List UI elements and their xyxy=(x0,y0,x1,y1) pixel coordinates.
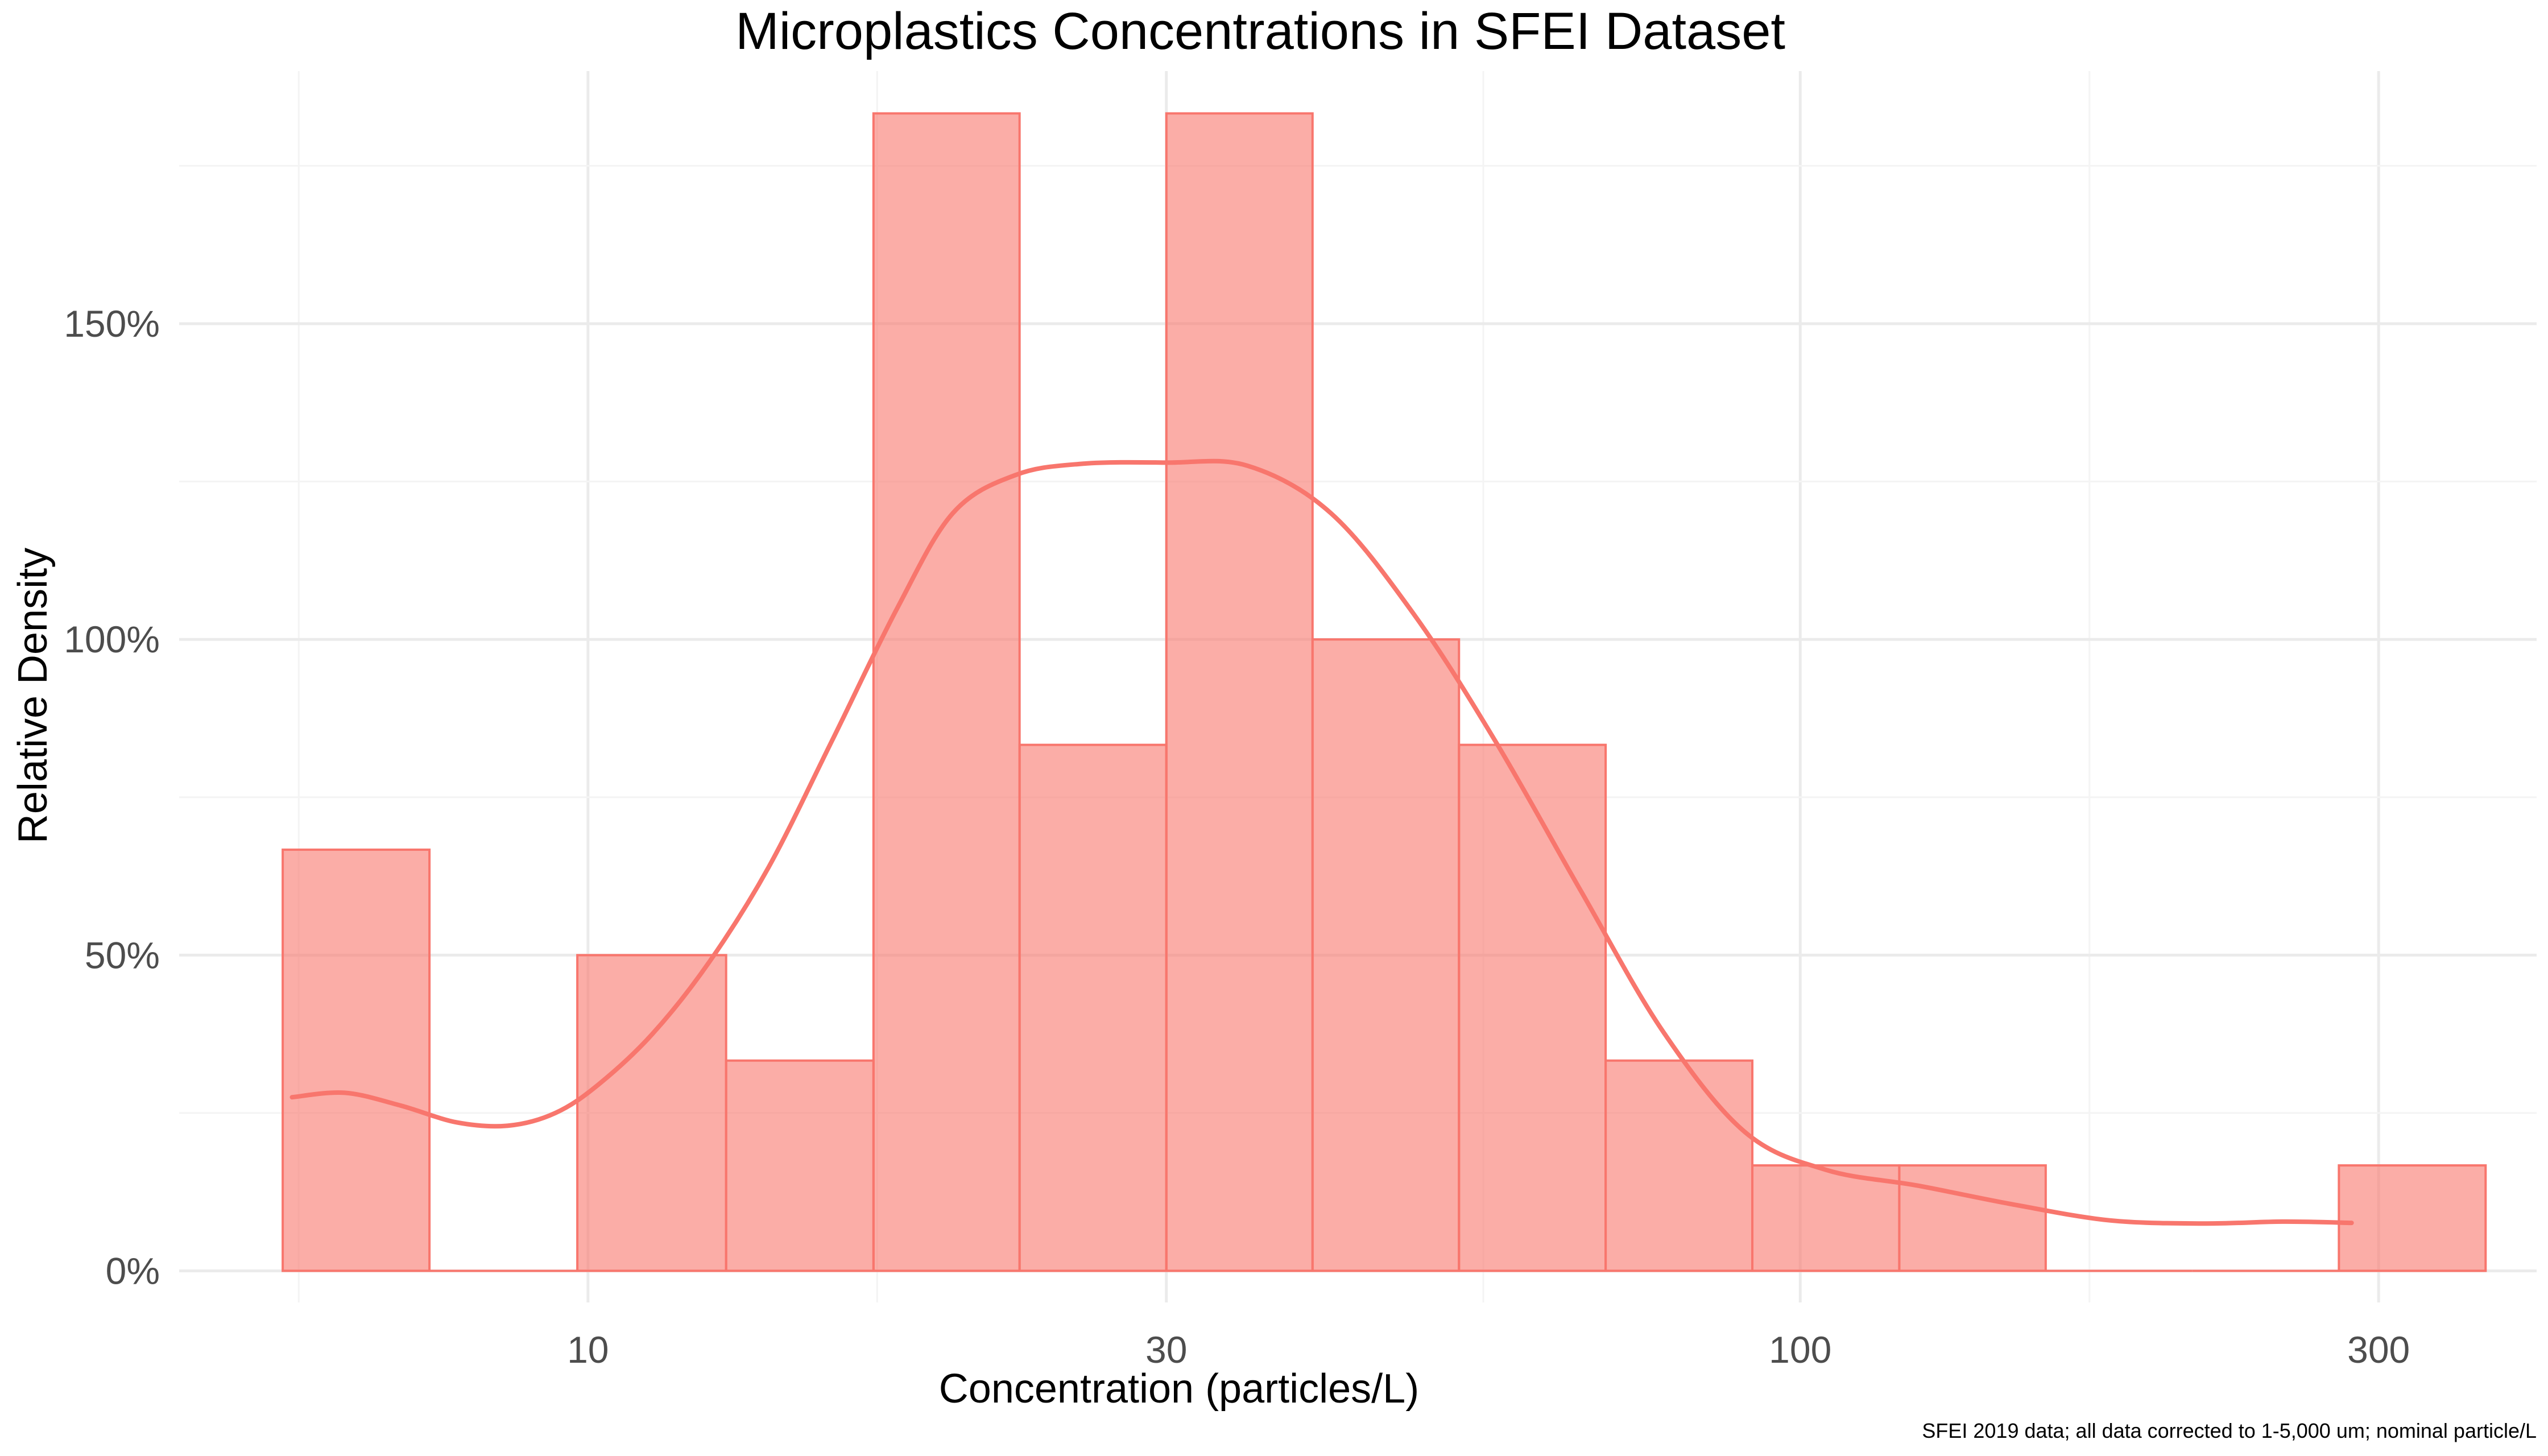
y-tick-label: 150% xyxy=(64,303,160,345)
histogram-bars xyxy=(282,112,2487,1272)
histogram-bar xyxy=(576,954,727,1272)
histogram-bar xyxy=(872,112,1021,1272)
y-axis-ticks: 0% 50% 100% 150% xyxy=(64,303,160,1292)
y-tick-label: 100% xyxy=(64,618,160,660)
y-tick-label: 0% xyxy=(106,1250,160,1292)
chart-title: Microplastics Concentrations in SFEI Dat… xyxy=(735,2,1785,60)
histogram-bar xyxy=(1898,1164,2047,1272)
x-axis-title: Concentration (particles/L) xyxy=(939,1366,1419,1412)
histogram-bar xyxy=(1311,638,1461,1272)
histogram-bar xyxy=(1458,743,1607,1272)
histogram-bar xyxy=(725,1059,875,1272)
density-curve xyxy=(289,458,2354,1226)
histogram-bar xyxy=(2338,1164,2487,1272)
y-axis-title: Relative Density xyxy=(10,548,56,843)
histogram-bar xyxy=(1018,743,1168,1272)
histogram-bar xyxy=(1751,1164,1901,1272)
chart-caption: SFEI 2019 data; all data corrected to 1-… xyxy=(1922,1419,2537,1442)
x-tick-label: 30 xyxy=(1145,1329,1187,1371)
x-tick-label: 10 xyxy=(567,1329,609,1371)
x-axis-ticks: 10 30 100 300 xyxy=(567,1329,2410,1371)
histogram-bar xyxy=(1604,1059,1753,1272)
y-tick-label: 50% xyxy=(85,934,160,976)
histogram-bar xyxy=(282,848,431,1272)
x-tick-label: 100 xyxy=(1769,1329,1831,1371)
x-tick-label: 300 xyxy=(2347,1329,2410,1371)
histogram-bar xyxy=(1165,112,1314,1272)
